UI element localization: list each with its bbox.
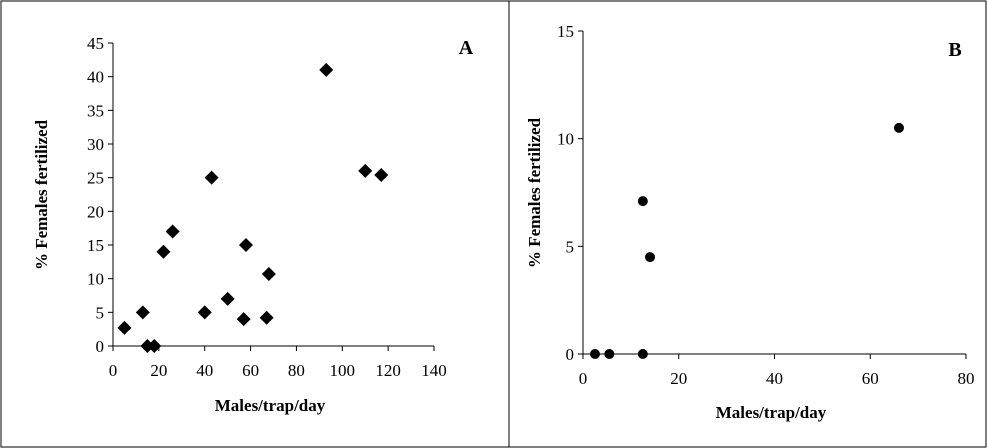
panel-b-y-tick-label: 5	[566, 237, 575, 256]
panel-a-data-point	[259, 310, 274, 325]
panel-b-data-point	[637, 196, 648, 207]
panel-b-frame	[508, 0, 987, 448]
panel-b-data-point	[604, 349, 615, 359]
panel-a-data-point	[374, 167, 389, 182]
panel-a-data-point	[319, 62, 334, 77]
panel-a-x-tick-label: 0	[109, 361, 118, 380]
panel-b-x-axis-title: Males/trap/day	[716, 403, 827, 422]
panel-a-x-tick-label: 140	[421, 361, 447, 380]
panel-a-x-tick-label: 100	[330, 361, 356, 380]
panel-a-y-tick-label: 45	[87, 34, 104, 53]
panel-a-x-tick-label: 40	[196, 361, 213, 380]
panel-a-data-point	[197, 305, 212, 320]
panel-a-data-point	[147, 339, 162, 353]
panel-b-x-tick-label: 0	[579, 369, 588, 388]
panel-b-y-axis-title: % Females fertilized	[525, 117, 544, 268]
panel-a-y-tick-label: 40	[87, 68, 104, 87]
panel-a-data-point	[156, 244, 171, 259]
panel-a-y-axis-title: % Females fertilized	[32, 119, 51, 270]
panel-a-y-tick-label: 5	[96, 303, 105, 322]
panel-a-data-point	[236, 312, 251, 327]
panel-a-x-axis-title: Males/trap/day	[215, 396, 326, 415]
panel-a-x-tick-label: 80	[288, 361, 305, 380]
panel-b-x-tick-label: 40	[766, 369, 783, 388]
panel-b-y-tick-label: 15	[557, 22, 574, 41]
panel-a-x-tick-label: 60	[242, 361, 259, 380]
panel-a-x-tick-label: 20	[150, 361, 167, 380]
panel-b-data-point	[645, 252, 656, 263]
panel-a-data-point	[135, 305, 150, 320]
panel-a-data-point	[261, 266, 276, 281]
panel-a-y-tick-label: 20	[87, 202, 104, 221]
panel-a-data-point	[204, 170, 219, 185]
panel-a-y-tick-label: 25	[87, 169, 104, 188]
panel-a-y-tick-label: 30	[87, 135, 104, 154]
panel-b-data-point	[637, 349, 648, 359]
panel-a-y-tick-label: 10	[87, 270, 104, 289]
panel-a-label: A	[459, 37, 474, 59]
panel-a-data-point	[117, 320, 132, 335]
panel-b-data-point	[893, 122, 904, 133]
panel-a-frame	[0, 0, 510, 448]
panel-b-x-tick-label: 60	[862, 369, 879, 388]
panel-a-x-tick-label: 120	[375, 361, 401, 380]
panel-a-data-point	[238, 238, 253, 252]
panel-a-y-tick-label: 35	[87, 101, 104, 120]
chart-panel-b: 0 5 10 15 0 20 40 60 80 Males/trap/day % Females f…	[525, 22, 975, 422]
panel-b-x-tick-label: 80	[958, 369, 975, 388]
panel-a-y-tick-label: 0	[96, 337, 105, 356]
panel-b-y-tick-label: 0	[566, 345, 575, 364]
panel-b-x-tick-label: 20	[670, 369, 687, 388]
panel-a-data-point	[358, 163, 373, 178]
panel-b-label: B	[948, 39, 961, 61]
chart-panel-a: 0 5 10 15 20 25 30 35 40 45 0 20 40 60 80 100 120 140 Male…	[32, 34, 474, 415]
panel-a-data-point	[165, 224, 180, 239]
panel-b-data-point	[589, 349, 600, 359]
panel-a-y-tick-label: 15	[87, 236, 104, 255]
panel-b-y-tick-label: 10	[557, 130, 574, 149]
panel-a-data-point	[220, 291, 235, 306]
